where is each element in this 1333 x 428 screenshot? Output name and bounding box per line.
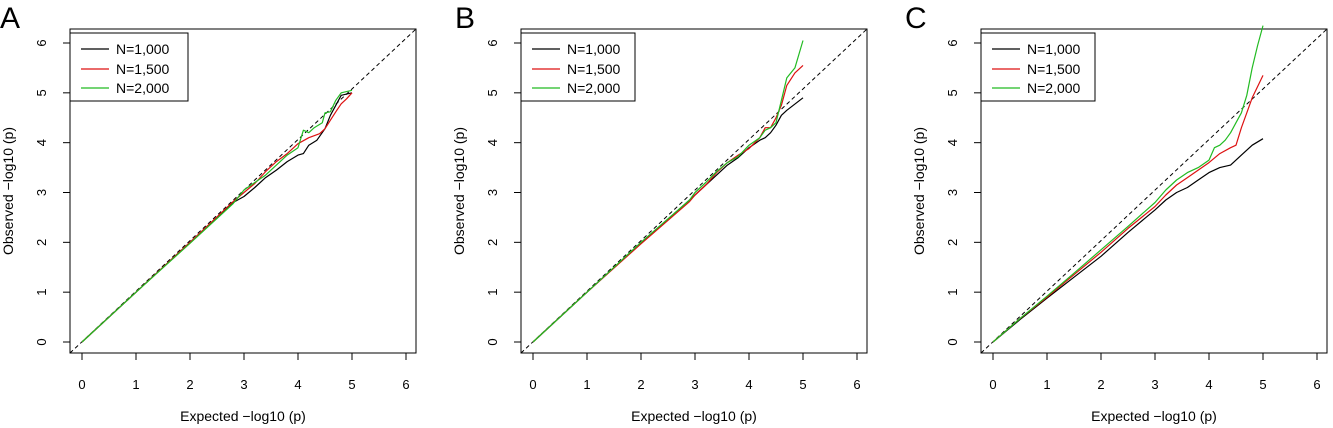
- reference-line-a: [69, 28, 417, 354]
- series-line-b-n2000: [532, 40, 804, 343]
- y-tick-label-c-4: 4: [945, 139, 960, 146]
- x-tick-label-b-3: 3: [691, 377, 698, 392]
- series-line-a-n1500: [81, 92, 353, 343]
- x-tick-label-b-6: 6: [853, 377, 860, 392]
- legend-label-b-n1500: N=1,500: [567, 61, 621, 77]
- y-tick-label-a-2: 2: [34, 239, 49, 246]
- legend-box-c: [980, 32, 1096, 102]
- y-axis-label-a: Observed −log10 (p): [0, 127, 16, 255]
- legend-box-b: [520, 32, 636, 102]
- y-tick-label-b-2: 2: [485, 239, 500, 246]
- y-tick-label-c-3: 3: [945, 189, 960, 196]
- panel-c: C 0 1 2 3 4 5 6 0 1 2 3 4 5 6 Expected −log10 (p) Ob…: [905, 2, 1328, 424]
- legend-label-c-n1500: N=1,500: [1027, 61, 1081, 77]
- y-tick-label-a-0: 0: [34, 338, 49, 345]
- y-tick-label-a-1: 1: [34, 289, 49, 296]
- y-tick-label-c-5: 5: [945, 89, 960, 96]
- panel-b: B 0 1 2 3 4 5 6 0 1 2 3 4 5 6 Expected −log10 (p) Ob…: [451, 2, 868, 424]
- x-ticks-c: 0 1 2 3 4 5 6: [989, 353, 1321, 392]
- legend-c: N=1,000 N=1,500 N=2,000: [980, 32, 1096, 102]
- legend-label-c-n1000: N=1,000: [1027, 41, 1081, 57]
- legend-label-a-n1500: N=1,500: [116, 61, 170, 77]
- y-tick-label-b-1: 1: [485, 289, 500, 296]
- y-axis-label-b: Observed −log10 (p): [451, 127, 467, 255]
- series-group-a: [81, 89, 353, 343]
- x-tick-label-b-4: 4: [745, 377, 752, 392]
- x-tick-label-c-1: 1: [1043, 377, 1050, 392]
- x-tick-label-c-0: 0: [989, 377, 996, 392]
- legend-label-b-n1000: N=1,000: [567, 41, 621, 57]
- y-tick-label-c-6: 6: [945, 39, 960, 46]
- legend-box-a: [69, 32, 189, 102]
- y-tick-label-c-0: 0: [945, 338, 960, 345]
- series-group-b: [532, 40, 804, 343]
- y-tick-label-a-3: 3: [34, 189, 49, 196]
- y-ticks-c: 0 1 2 3 4 5 6: [945, 39, 981, 346]
- series-line-c-n2000: [992, 25, 1264, 343]
- series-line-b-n1500: [532, 64, 804, 343]
- plot-frame-c: [980, 28, 1328, 354]
- panel-letter-b: B: [455, 2, 475, 35]
- plot-frame-a: [69, 28, 417, 354]
- y-tick-label-b-6: 6: [485, 39, 500, 46]
- x-tick-label-c-3: 3: [1151, 377, 1158, 392]
- panel-a: A 0 1 2 3 4 5 6 0 1 2 3 4 5 6 Expected −log10 (p) Ob…: [0, 2, 417, 424]
- x-tick-label-b-1: 1: [583, 377, 590, 392]
- legend-label-b-n2000: N=2,000: [567, 80, 621, 96]
- y-tick-label-c-2: 2: [945, 239, 960, 246]
- y-tick-label-b-0: 0: [485, 338, 500, 345]
- x-tick-label-a-0: 0: [78, 377, 85, 392]
- plot-frame-b: [520, 28, 868, 354]
- legend-label-c-n2000: N=2,000: [1027, 80, 1081, 96]
- y-tick-label-b-5: 5: [485, 89, 500, 96]
- y-tick-label-a-5: 5: [34, 89, 49, 96]
- x-ticks-b: 0 1 2 3 4 5 6: [529, 353, 861, 392]
- y-ticks-b: 0 1 2 3 4 5 6: [485, 39, 521, 346]
- series-group-c: [992, 25, 1264, 343]
- legend-a: N=1,000 N=1,500 N=2,000: [69, 32, 189, 102]
- legend-label-a-n1000: N=1,000: [116, 41, 170, 57]
- y-tick-label-b-3: 3: [485, 189, 500, 196]
- reference-line-c: [980, 28, 1328, 354]
- y-ticks-a: 0 1 2 3 4 5 6: [34, 39, 70, 346]
- legend-label-a-n2000: N=2,000: [116, 80, 170, 96]
- x-tick-label-a-3: 3: [240, 377, 247, 392]
- reference-line-b: [520, 28, 868, 354]
- panel-letter-a: A: [0, 2, 20, 35]
- panel-letter-c: C: [905, 2, 927, 35]
- x-tick-label-a-1: 1: [132, 377, 139, 392]
- x-tick-label-c-5: 5: [1259, 377, 1266, 392]
- x-tick-label-a-2: 2: [186, 377, 193, 392]
- series-line-c-n1000: [992, 138, 1264, 343]
- y-axis-label-c: Observed −log10 (p): [911, 127, 927, 255]
- series-line-c-n1500: [992, 75, 1264, 343]
- x-tick-label-a-4: 4: [294, 377, 301, 392]
- series-line-a-n1000: [81, 92, 353, 343]
- x-ticks-a: 0 1 2 3 4 5 6: [78, 353, 410, 392]
- y-tick-label-c-1: 1: [945, 289, 960, 296]
- x-tick-label-b-2: 2: [637, 377, 644, 392]
- y-tick-label-a-4: 4: [34, 139, 49, 146]
- legend-b: N=1,000 N=1,500 N=2,000: [520, 32, 636, 102]
- y-tick-label-a-6: 6: [34, 39, 49, 46]
- x-tick-label-a-6: 6: [402, 377, 409, 392]
- x-tick-label-c-6: 6: [1313, 377, 1320, 392]
- x-tick-label-c-2: 2: [1097, 377, 1104, 392]
- series-line-a-n2000: [81, 89, 353, 343]
- x-axis-label-b: Expected −log10 (p): [631, 408, 757, 424]
- y-tick-label-b-4: 4: [485, 139, 500, 146]
- x-tick-label-b-5: 5: [799, 377, 806, 392]
- x-axis-label-a: Expected −log10 (p): [180, 408, 306, 424]
- x-tick-label-a-5: 5: [348, 377, 355, 392]
- x-tick-label-c-4: 4: [1205, 377, 1212, 392]
- x-axis-label-c: Expected −log10 (p): [1091, 408, 1217, 424]
- x-tick-label-b-0: 0: [529, 377, 536, 392]
